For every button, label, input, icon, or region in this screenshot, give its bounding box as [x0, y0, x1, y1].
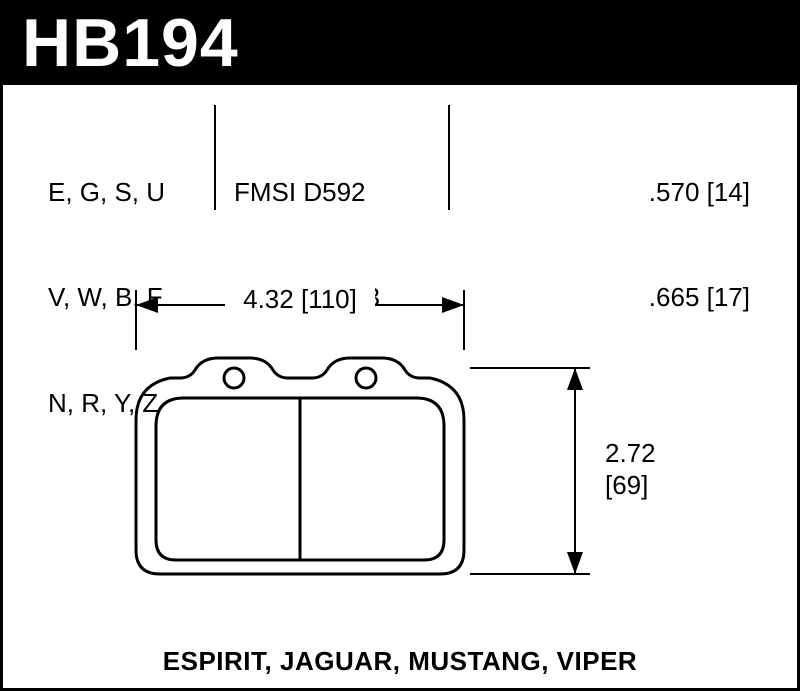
header-bar: HB194 [0, 0, 800, 85]
thickness-line-1: .570 [14] [456, 175, 750, 210]
width-dimension: 4.32 [110] [136, 284, 464, 350]
diagram-area: 4.32 [110] 2.72 [69] [0, 250, 800, 680]
brake-pad-diagram: 4.32 [110] 2.72 [69] [50, 250, 750, 630]
height-label-mm: [69] [605, 470, 648, 500]
spec-sheet: HB194 E, G, S, U V, W, B, F N, R, Y, Z F… [0, 0, 800, 691]
fmsi-line-1: FMSI D592 [234, 175, 442, 210]
divider-1 [214, 105, 216, 210]
part-number: HB194 [22, 4, 239, 82]
divider-2 [448, 105, 450, 210]
height-dimension: 2.72 [69] [470, 368, 656, 574]
width-label: 4.32 [110] [243, 284, 357, 314]
codes-line-1: E, G, S, U [48, 175, 208, 210]
height-label-in: 2.72 [605, 438, 656, 468]
applications-footer: ESPIRIT, JAGUAR, MUSTANG, VIPER [0, 646, 800, 677]
brake-pad-outline [136, 358, 464, 574]
